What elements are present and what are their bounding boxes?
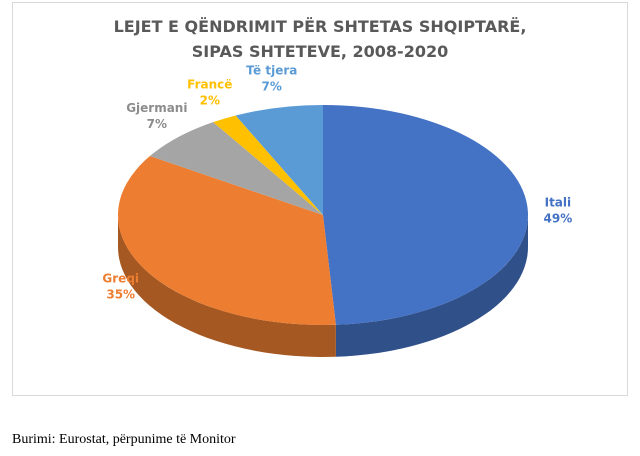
chart: Itali 49% Greqi 35% Gjermani 7% Francë 2% Të tje…	[102, 63, 573, 357]
slice	[323, 105, 528, 325]
source-note: Burimi: Eurostat, përpunime të Monitor	[12, 432, 236, 447]
data-label-value: 49%	[544, 212, 573, 226]
slice-side	[335, 215, 528, 357]
slice	[118, 156, 336, 325]
slice	[149, 122, 323, 215]
data-label-name: Të tjera	[246, 63, 297, 77]
chart-frame	[12, 2, 628, 396]
data-label-value: 35%	[106, 287, 135, 301]
slice	[235, 105, 323, 215]
slice-side	[118, 215, 336, 357]
data-label-name: Greqi	[102, 271, 139, 285]
slice	[213, 115, 323, 215]
data-label-value: 7%	[262, 79, 282, 93]
chart-title: LEJET E QËNDRIMIT PËR SHTETAS SHQIPTARË,…	[113, 17, 527, 61]
data-label-value: 7%	[147, 117, 167, 131]
data-label-name: Francë	[187, 77, 232, 91]
data-label-name: Gjermani	[126, 101, 187, 115]
data-label-value: 2%	[200, 93, 220, 107]
data-label-name: Itali	[545, 196, 572, 210]
